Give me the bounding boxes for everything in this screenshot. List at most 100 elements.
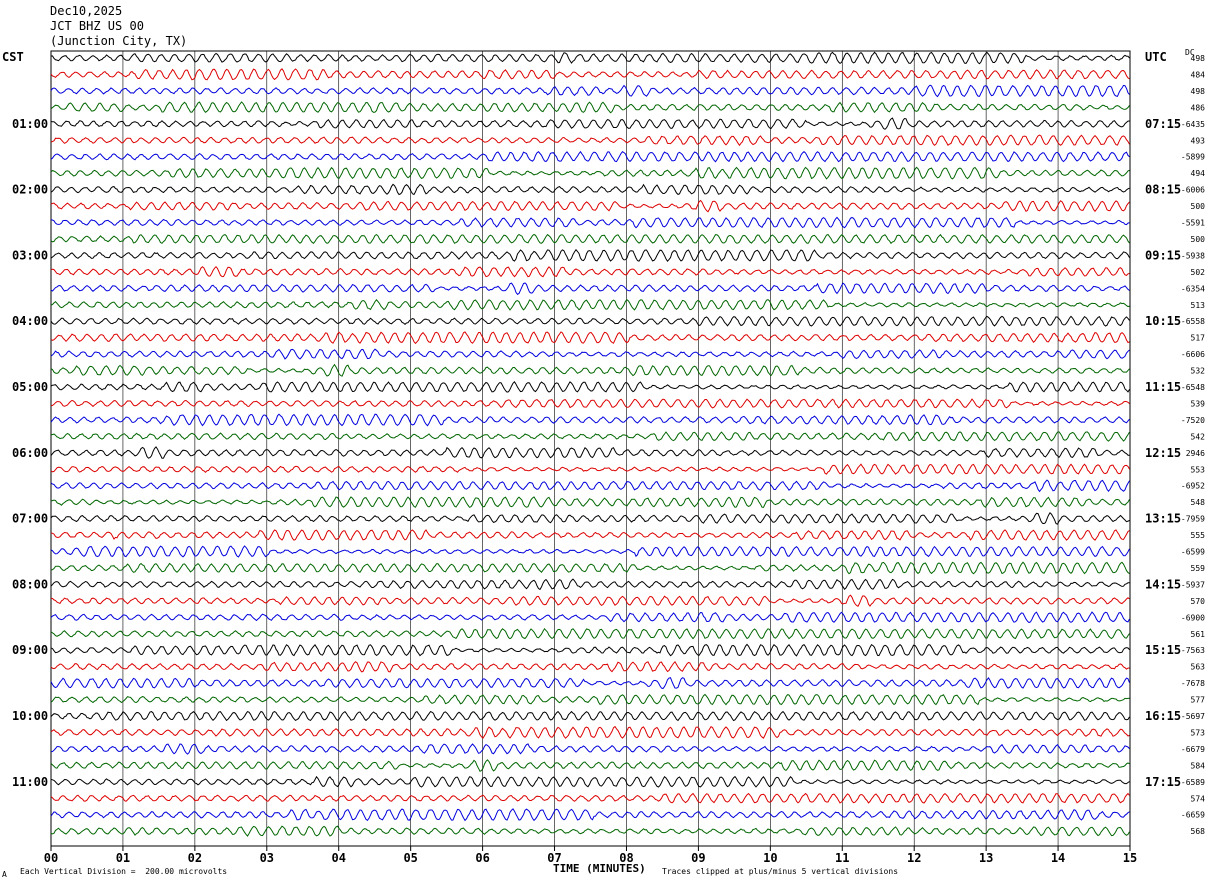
x-tick-label-07: 07 <box>547 851 561 865</box>
dc-offset-41: -5697 <box>1181 712 1205 721</box>
trace-16 <box>50 299 1130 311</box>
dc-offset-32: 559 <box>1191 564 1206 573</box>
dc-offset-43: -6679 <box>1181 745 1205 754</box>
trace-33 <box>50 578 1130 591</box>
trace-6 <box>50 134 1130 147</box>
left-time-label-3: 03:00 <box>12 248 48 262</box>
trace-32 <box>50 561 1130 575</box>
x-tick-label-10: 10 <box>763 851 777 865</box>
scale-note: Each Vertical Division = 200.00 microvol… <box>20 867 228 876</box>
dc-offset-48: 568 <box>1191 827 1206 836</box>
x-tick-label-09: 09 <box>691 851 705 865</box>
dc-offset-42: 573 <box>1191 728 1206 737</box>
x-tick-label-01: 01 <box>116 851 130 865</box>
trace-23 <box>50 413 1130 427</box>
dc-offset-31: -6599 <box>1181 548 1205 557</box>
trace-9 <box>50 183 1130 196</box>
right-time-label-9: 15:15 <box>1145 643 1181 657</box>
dc-label: DC <box>1185 48 1195 57</box>
trace-43 <box>50 743 1130 755</box>
trace-1 <box>50 51 1130 65</box>
trace-42 <box>50 725 1130 739</box>
left-time-label-9: 09:00 <box>12 643 48 657</box>
left-time-label-2: 02:00 <box>12 183 48 197</box>
dc-offset-5: -6435 <box>1181 120 1205 129</box>
dc-offset-36: 561 <box>1191 630 1206 639</box>
trace-39 <box>50 677 1130 690</box>
trace-21 <box>50 381 1130 393</box>
dc-offset-22: 539 <box>1191 399 1206 408</box>
dc-offset-8: 494 <box>1191 169 1206 178</box>
trace-25 <box>50 446 1130 459</box>
x-tick-label-14: 14 <box>1051 851 1065 865</box>
header-location: (Junction City, TX) <box>50 34 188 48</box>
dc-offset-33: -5937 <box>1181 580 1205 589</box>
trace-24 <box>50 431 1130 442</box>
x-tick-label-11: 11 <box>835 851 849 865</box>
dc-offset-25: 2946 <box>1186 449 1205 458</box>
dc-offset-26: 553 <box>1191 465 1206 474</box>
trace-11 <box>50 216 1130 229</box>
right-timezone-label: UTC <box>1145 50 1167 64</box>
right-time-label-10: 16:15 <box>1145 709 1181 723</box>
trace-26 <box>50 463 1130 475</box>
plot-frame <box>50 50 1131 847</box>
dc-offset-27: -6952 <box>1181 482 1205 491</box>
x-tick-label-13: 13 <box>979 851 993 865</box>
dc-offset-21: -6548 <box>1181 383 1205 392</box>
trace-45 <box>50 775 1130 788</box>
dc-offset-30: 555 <box>1191 531 1206 540</box>
dc-offset-38: 563 <box>1191 663 1206 672</box>
trace-18 <box>50 331 1130 345</box>
dc-offset-6: 493 <box>1191 136 1206 145</box>
x-tick-label-02: 02 <box>188 851 202 865</box>
trace-28 <box>50 496 1130 508</box>
dc-offset-24: 542 <box>1191 432 1206 441</box>
right-time-label-4: 10:15 <box>1145 314 1181 328</box>
dc-offset-14: 502 <box>1191 268 1206 277</box>
left-time-label-4: 04:00 <box>12 314 48 328</box>
right-time-label-3: 09:15 <box>1145 248 1181 262</box>
header-date: Dec10,2025 <box>50 4 123 18</box>
trace-7 <box>50 150 1130 163</box>
trace-27 <box>50 479 1130 493</box>
x-tick-label-12: 12 <box>907 851 921 865</box>
trace-19 <box>50 348 1130 360</box>
small-mark: A <box>2 870 7 879</box>
trace-22 <box>50 398 1130 409</box>
left-timezone-label: CST <box>2 50 24 64</box>
trace-40 <box>50 693 1130 706</box>
trace-35 <box>50 611 1130 624</box>
dc-offset-40: 577 <box>1191 696 1206 705</box>
trace-46 <box>50 792 1130 804</box>
trace-12 <box>50 233 1130 245</box>
trace-31 <box>50 545 1130 558</box>
left-time-label-7: 07:00 <box>12 512 48 526</box>
x-tick-label-00: 00 <box>44 851 58 865</box>
right-time-label-7: 13:15 <box>1145 512 1181 526</box>
left-time-label-6: 06:00 <box>12 446 48 460</box>
trace-47 <box>50 808 1130 822</box>
dc-offset-39: -7678 <box>1181 679 1205 688</box>
left-time-label-10: 10:00 <box>12 709 48 723</box>
dc-offset-9: -6006 <box>1181 186 1205 195</box>
dc-offset-12: 500 <box>1191 235 1206 244</box>
dc-offset-19: -6606 <box>1181 350 1205 359</box>
trace-13 <box>50 248 1130 263</box>
right-time-label-11: 17:15 <box>1145 775 1181 789</box>
trace-14 <box>50 265 1130 278</box>
trace-15 <box>50 282 1130 295</box>
dc-offset-37: -7563 <box>1181 646 1205 655</box>
x-tick-label-08: 08 <box>619 851 633 865</box>
right-time-label-8: 14:15 <box>1145 577 1181 591</box>
right-time-label-1: 07:15 <box>1145 117 1181 131</box>
x-tick-label-05: 05 <box>403 851 417 865</box>
trace-44 <box>50 759 1130 772</box>
trace-48 <box>50 825 1130 837</box>
dc-offset-15: -6354 <box>1181 284 1205 293</box>
trace-38 <box>50 660 1130 673</box>
dc-offset-16: 513 <box>1191 301 1206 310</box>
trace-5 <box>50 117 1130 130</box>
dc-offset-18: 517 <box>1191 334 1206 343</box>
